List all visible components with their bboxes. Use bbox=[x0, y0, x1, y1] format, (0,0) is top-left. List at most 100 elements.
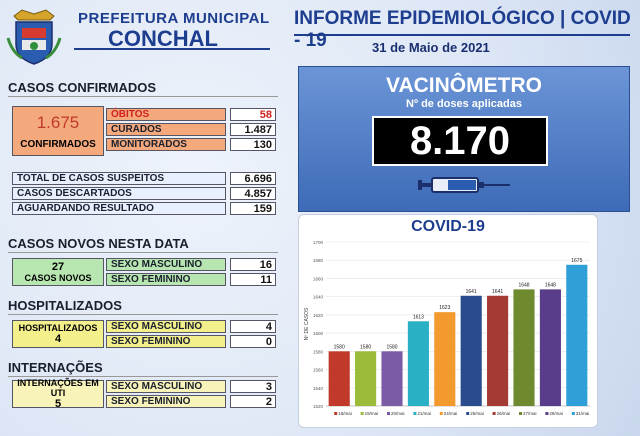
city-name: CONCHAL bbox=[108, 26, 218, 51]
confirmed-count: 1.675 bbox=[36, 112, 80, 132]
new-cases-label: CASOS NOVOS bbox=[24, 273, 92, 283]
data-label: 1580 bbox=[334, 344, 345, 350]
icu-male-label: SEXO MASCULINO bbox=[106, 380, 226, 393]
y-tick-label: 1640 bbox=[313, 295, 324, 300]
legend-swatch bbox=[492, 412, 496, 415]
icu-summary-box: INTERNAÇÕES EM UTI 5 bbox=[12, 378, 104, 410]
new-cases-male-label: SEXO MASCULINO bbox=[106, 258, 226, 271]
bar bbox=[513, 289, 535, 406]
hospitalized-label: HOSPITALIZADOS bbox=[18, 323, 98, 333]
x-tick-label: 31/mai bbox=[576, 411, 590, 416]
new-cases-summary-box: 27 CASOS NOVOS bbox=[12, 258, 104, 286]
section-icu-divider bbox=[8, 376, 278, 377]
cases-bar-chart: 1520 1540 1560 1580 1600 1620 1640 1660 1680 1700… bbox=[304, 240, 590, 416]
x-tick-label: 28/mai bbox=[549, 411, 563, 416]
bar bbox=[355, 351, 377, 406]
new-cases-male-value: 16 bbox=[230, 258, 276, 271]
y-tick-label: 1660 bbox=[313, 276, 324, 281]
total-suspects-label: TOTAL DE CASOS SUSPEITOS bbox=[12, 172, 226, 185]
y-tick-label: 1600 bbox=[313, 331, 324, 336]
y-tick-label: 1700 bbox=[313, 240, 324, 245]
section-confirmed-divider bbox=[8, 96, 278, 97]
new-cases-female-label: SEXO FEMININO bbox=[106, 273, 226, 286]
x-tick-label: 19/mai bbox=[365, 411, 379, 416]
hospitalized-summary-box: HOSPITALIZADOS 4 bbox=[12, 320, 104, 348]
monitored-label: MONITORADOS bbox=[106, 138, 226, 151]
data-label: 1641 bbox=[466, 289, 477, 295]
legend-swatch bbox=[334, 412, 338, 415]
hospitalized-count: 4 bbox=[54, 333, 62, 345]
data-label: 1648 bbox=[518, 282, 529, 288]
legend-swatch bbox=[387, 412, 390, 415]
hospitalized-female-value: 0 bbox=[230, 335, 276, 348]
y-tick-label: 1580 bbox=[313, 349, 324, 354]
municipality-title: PREFEITURA MUNICIPAL bbox=[78, 10, 270, 27]
hospitalized-male-value: 4 bbox=[230, 320, 276, 333]
vaccine-title: VACINÔMETRO bbox=[386, 74, 542, 97]
recovered-value: 1.487 bbox=[230, 123, 276, 136]
x-tick-label: 21/mai bbox=[417, 411, 431, 416]
discarded-label: CASOS DESCARTADOS bbox=[12, 187, 226, 200]
total-suspects-value: 6.696 bbox=[230, 172, 276, 185]
data-label: 1623 bbox=[439, 305, 450, 311]
icu-female-value: 2 bbox=[230, 395, 276, 408]
discarded-value: 4.857 bbox=[230, 187, 276, 200]
y-tick-label: 1560 bbox=[313, 368, 324, 373]
hospitalized-female-label: SEXO FEMININO bbox=[106, 335, 226, 348]
chart-title: COVID-19 bbox=[411, 218, 485, 235]
monitored-value: 130 bbox=[230, 138, 276, 151]
x-tick-label: 27/mai bbox=[523, 411, 537, 416]
data-label: 1675 bbox=[571, 258, 582, 264]
x-tick-label: 26/mai bbox=[497, 411, 511, 416]
y-tick-label: 1540 bbox=[313, 386, 324, 391]
legend-swatch bbox=[360, 412, 364, 415]
report-title-underline bbox=[294, 34, 630, 36]
icu-male-value: 3 bbox=[230, 380, 276, 393]
icu-label: INTERNAÇÕES EM UTI bbox=[17, 378, 99, 398]
data-label: 1613 bbox=[413, 314, 424, 320]
x-tick-label: 18/mai bbox=[338, 411, 352, 416]
y-tick-label: 1680 bbox=[313, 258, 324, 263]
legend-swatch bbox=[466, 412, 470, 415]
vaccine-subtitle: Nº de doses aplicadas bbox=[406, 98, 522, 110]
y-tick-label: 1520 bbox=[313, 404, 324, 409]
legend-swatch bbox=[413, 412, 417, 415]
section-icu-title: INTERNAÇÕES bbox=[8, 360, 103, 375]
legend-swatch bbox=[545, 412, 549, 415]
section-new-cases-title: CASOS NOVOS NESTA DATA bbox=[8, 236, 189, 251]
x-tick-label: 25/mai bbox=[470, 411, 484, 416]
data-label: 1641 bbox=[492, 289, 503, 295]
bar bbox=[434, 312, 456, 406]
bar bbox=[328, 351, 350, 406]
section-confirmed-title: CASOS CONFIRMADOS bbox=[8, 80, 157, 95]
bar bbox=[381, 351, 403, 406]
legend-swatch bbox=[439, 412, 443, 415]
y-axis-label: Nº DE CASOS bbox=[304, 307, 310, 340]
bar bbox=[407, 321, 429, 406]
deaths-label: ÓBITOS bbox=[106, 108, 226, 121]
bar bbox=[487, 295, 509, 406]
coat-of-arms-logo bbox=[6, 9, 62, 65]
new-cases-count: 27 bbox=[51, 261, 65, 273]
data-label: 1580 bbox=[386, 344, 397, 350]
section-hospitalized-title: HOSPITALIZADOS bbox=[8, 298, 122, 313]
bar bbox=[566, 264, 588, 406]
header-divider bbox=[74, 48, 270, 50]
deaths-value: 58 bbox=[230, 108, 276, 121]
awaiting-value: 159 bbox=[230, 202, 276, 215]
confirmed-summary-box: 1.675 CONFIRMADOS bbox=[12, 106, 104, 156]
data-label: 1580 bbox=[360, 344, 371, 350]
section-new-cases-divider bbox=[8, 252, 278, 253]
vaccine-doses-value: 8.170 bbox=[372, 116, 548, 166]
data-label: 1648 bbox=[545, 282, 556, 288]
report-date: 31 de Maio de 2021 bbox=[372, 40, 490, 55]
bar bbox=[460, 295, 482, 406]
syringe-icon bbox=[418, 177, 510, 193]
hospitalized-male-label: SEXO MASCULINO bbox=[106, 320, 226, 333]
icu-female-label: SEXO FEMININO bbox=[106, 395, 226, 408]
section-hospitalized-divider bbox=[8, 314, 278, 315]
x-tick-label: 20/mai bbox=[391, 411, 405, 416]
legend-swatch bbox=[571, 412, 575, 415]
bar bbox=[539, 289, 561, 406]
